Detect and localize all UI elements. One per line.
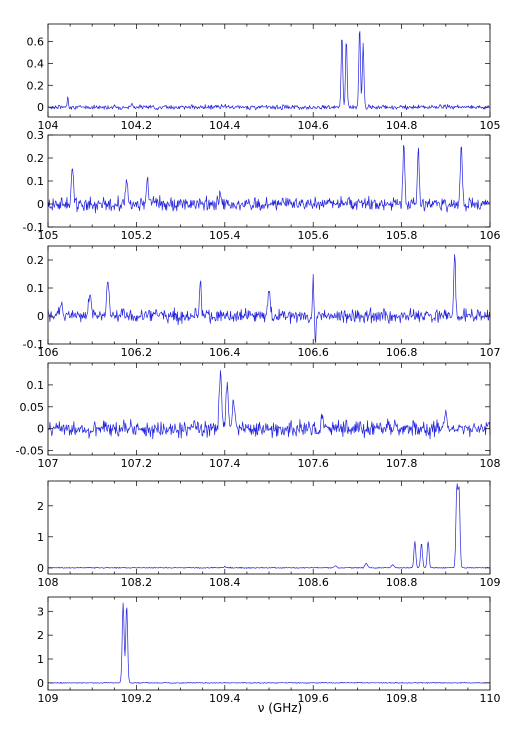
x-tick-label: 107 [480, 346, 501, 359]
y-tick-label: 2 [37, 500, 44, 513]
spectrum-panel: 108 108.2 108.4 108.6 108.8 109 0 1 2 [37, 480, 501, 589]
y-tick-label: 0.2 [27, 79, 45, 92]
x-tick-label: 107.4 [209, 457, 241, 470]
x-tick-label: 104.8 [386, 119, 418, 132]
spectrum-panel: 105 105.2 105.4 105.6 105.8 106 -0.1 0 0.1 0.2 0.3 [23, 129, 501, 242]
x-tick-label: 108.2 [121, 576, 153, 589]
x-tick-label: 105 [38, 229, 59, 242]
panel-frame [47, 480, 491, 575]
x-tick-label: 104 [38, 119, 59, 132]
y-tick-label: 1 [37, 531, 44, 544]
spectrum-trace [47, 483, 491, 569]
y-tick-label: 0 [37, 198, 44, 211]
panel-frame [47, 134, 491, 228]
x-tick-label: 109.8 [386, 692, 418, 705]
x-tick-label: 109.6 [297, 692, 329, 705]
x-tick-label: 107 [38, 457, 59, 470]
spectrum-panel: 104 104.2 104.4 104.6 104.8 105 0 0.2 0.4 0.6 [27, 23, 501, 132]
spectrum-panel: 109 109.2 109.4 109.6 109.8 110 0 1 2 3 [37, 596, 501, 705]
x-tick-label: 108.6 [297, 576, 329, 589]
y-tick-label: 2 [37, 629, 44, 642]
x-tick-label: 105.2 [121, 229, 153, 242]
panel-frame [47, 23, 491, 118]
x-tick-label: 108.4 [209, 576, 241, 589]
x-tick-label: 105.6 [297, 229, 329, 242]
y-tick-label: 0.1 [27, 379, 45, 392]
x-tick-label: 107.2 [121, 457, 153, 470]
x-tick-label: 107.8 [386, 457, 418, 470]
x-tick-label: 104.2 [121, 119, 153, 132]
y-tick-label: 0.05 [20, 401, 45, 414]
x-tick-label: 106.8 [386, 346, 418, 359]
panel-frame [47, 596, 491, 691]
x-tick-label: 104.4 [209, 119, 241, 132]
y-tick-label: 0 [37, 310, 44, 323]
x-tick-label: 106 [480, 229, 501, 242]
x-tick-label: 108 [480, 457, 501, 470]
x-tick-label: 105 [480, 119, 501, 132]
x-tick-label: 106 [38, 346, 59, 359]
panel-frame [47, 362, 491, 456]
y-tick-label: 0.3 [27, 129, 45, 142]
spectrum-trace [47, 602, 491, 684]
x-tick-label: 109 [480, 576, 501, 589]
y-tick-label: 0.1 [27, 282, 45, 295]
y-tick-label: 0.6 [27, 36, 45, 49]
x-tick-label: 107.6 [297, 457, 329, 470]
spectrum-trace [47, 254, 491, 343]
y-tick-label: 1 [37, 653, 44, 666]
x-tick-label: 109.2 [121, 692, 153, 705]
y-tick-label: 0 [37, 677, 44, 690]
y-tick-label: 0.1 [27, 175, 45, 188]
x-tick-label: 105.4 [209, 229, 241, 242]
spectrum-trace [47, 370, 491, 440]
x-tick-label: 104.6 [297, 119, 329, 132]
y-tick-label: 0.2 [27, 152, 45, 165]
x-tick-label: 109.4 [209, 692, 241, 705]
x-tick-label: 110 [480, 692, 501, 705]
x-tick-label: 106.2 [121, 346, 153, 359]
x-tick-label: 109 [38, 692, 59, 705]
y-tick-label: -0.1 [23, 338, 44, 351]
y-tick-label: 0.2 [27, 254, 45, 267]
spectrum-trace [47, 144, 491, 214]
y-tick-label: -0.05 [16, 445, 44, 458]
y-tick-label: 0 [37, 101, 44, 114]
y-tick-label: -0.1 [23, 221, 44, 234]
spectrum-trace [47, 31, 491, 111]
x-tick-label: 108 [38, 576, 59, 589]
x-tick-label: 106.6 [297, 346, 329, 359]
y-tick-label: 3 [37, 605, 44, 618]
spectrum-panel: 107 107.2 107.4 107.6 107.8 108 -0.05 0 0.05 0.1 [16, 362, 501, 470]
y-tick-label: 0 [37, 423, 44, 436]
x-tick-label: 106.4 [209, 346, 241, 359]
x-tick-label: 105.8 [386, 229, 418, 242]
spectrum-panel: 106 106.2 106.4 106.6 106.8 107 -0.1 0 0.1 0.2 [23, 245, 501, 359]
x-tick-label: 108.8 [386, 576, 418, 589]
x-axis-label: ν (GHz) [258, 701, 303, 715]
y-tick-label: 0 [37, 562, 44, 575]
panel-frame [47, 245, 491, 345]
y-tick-label: 0.4 [27, 57, 45, 70]
